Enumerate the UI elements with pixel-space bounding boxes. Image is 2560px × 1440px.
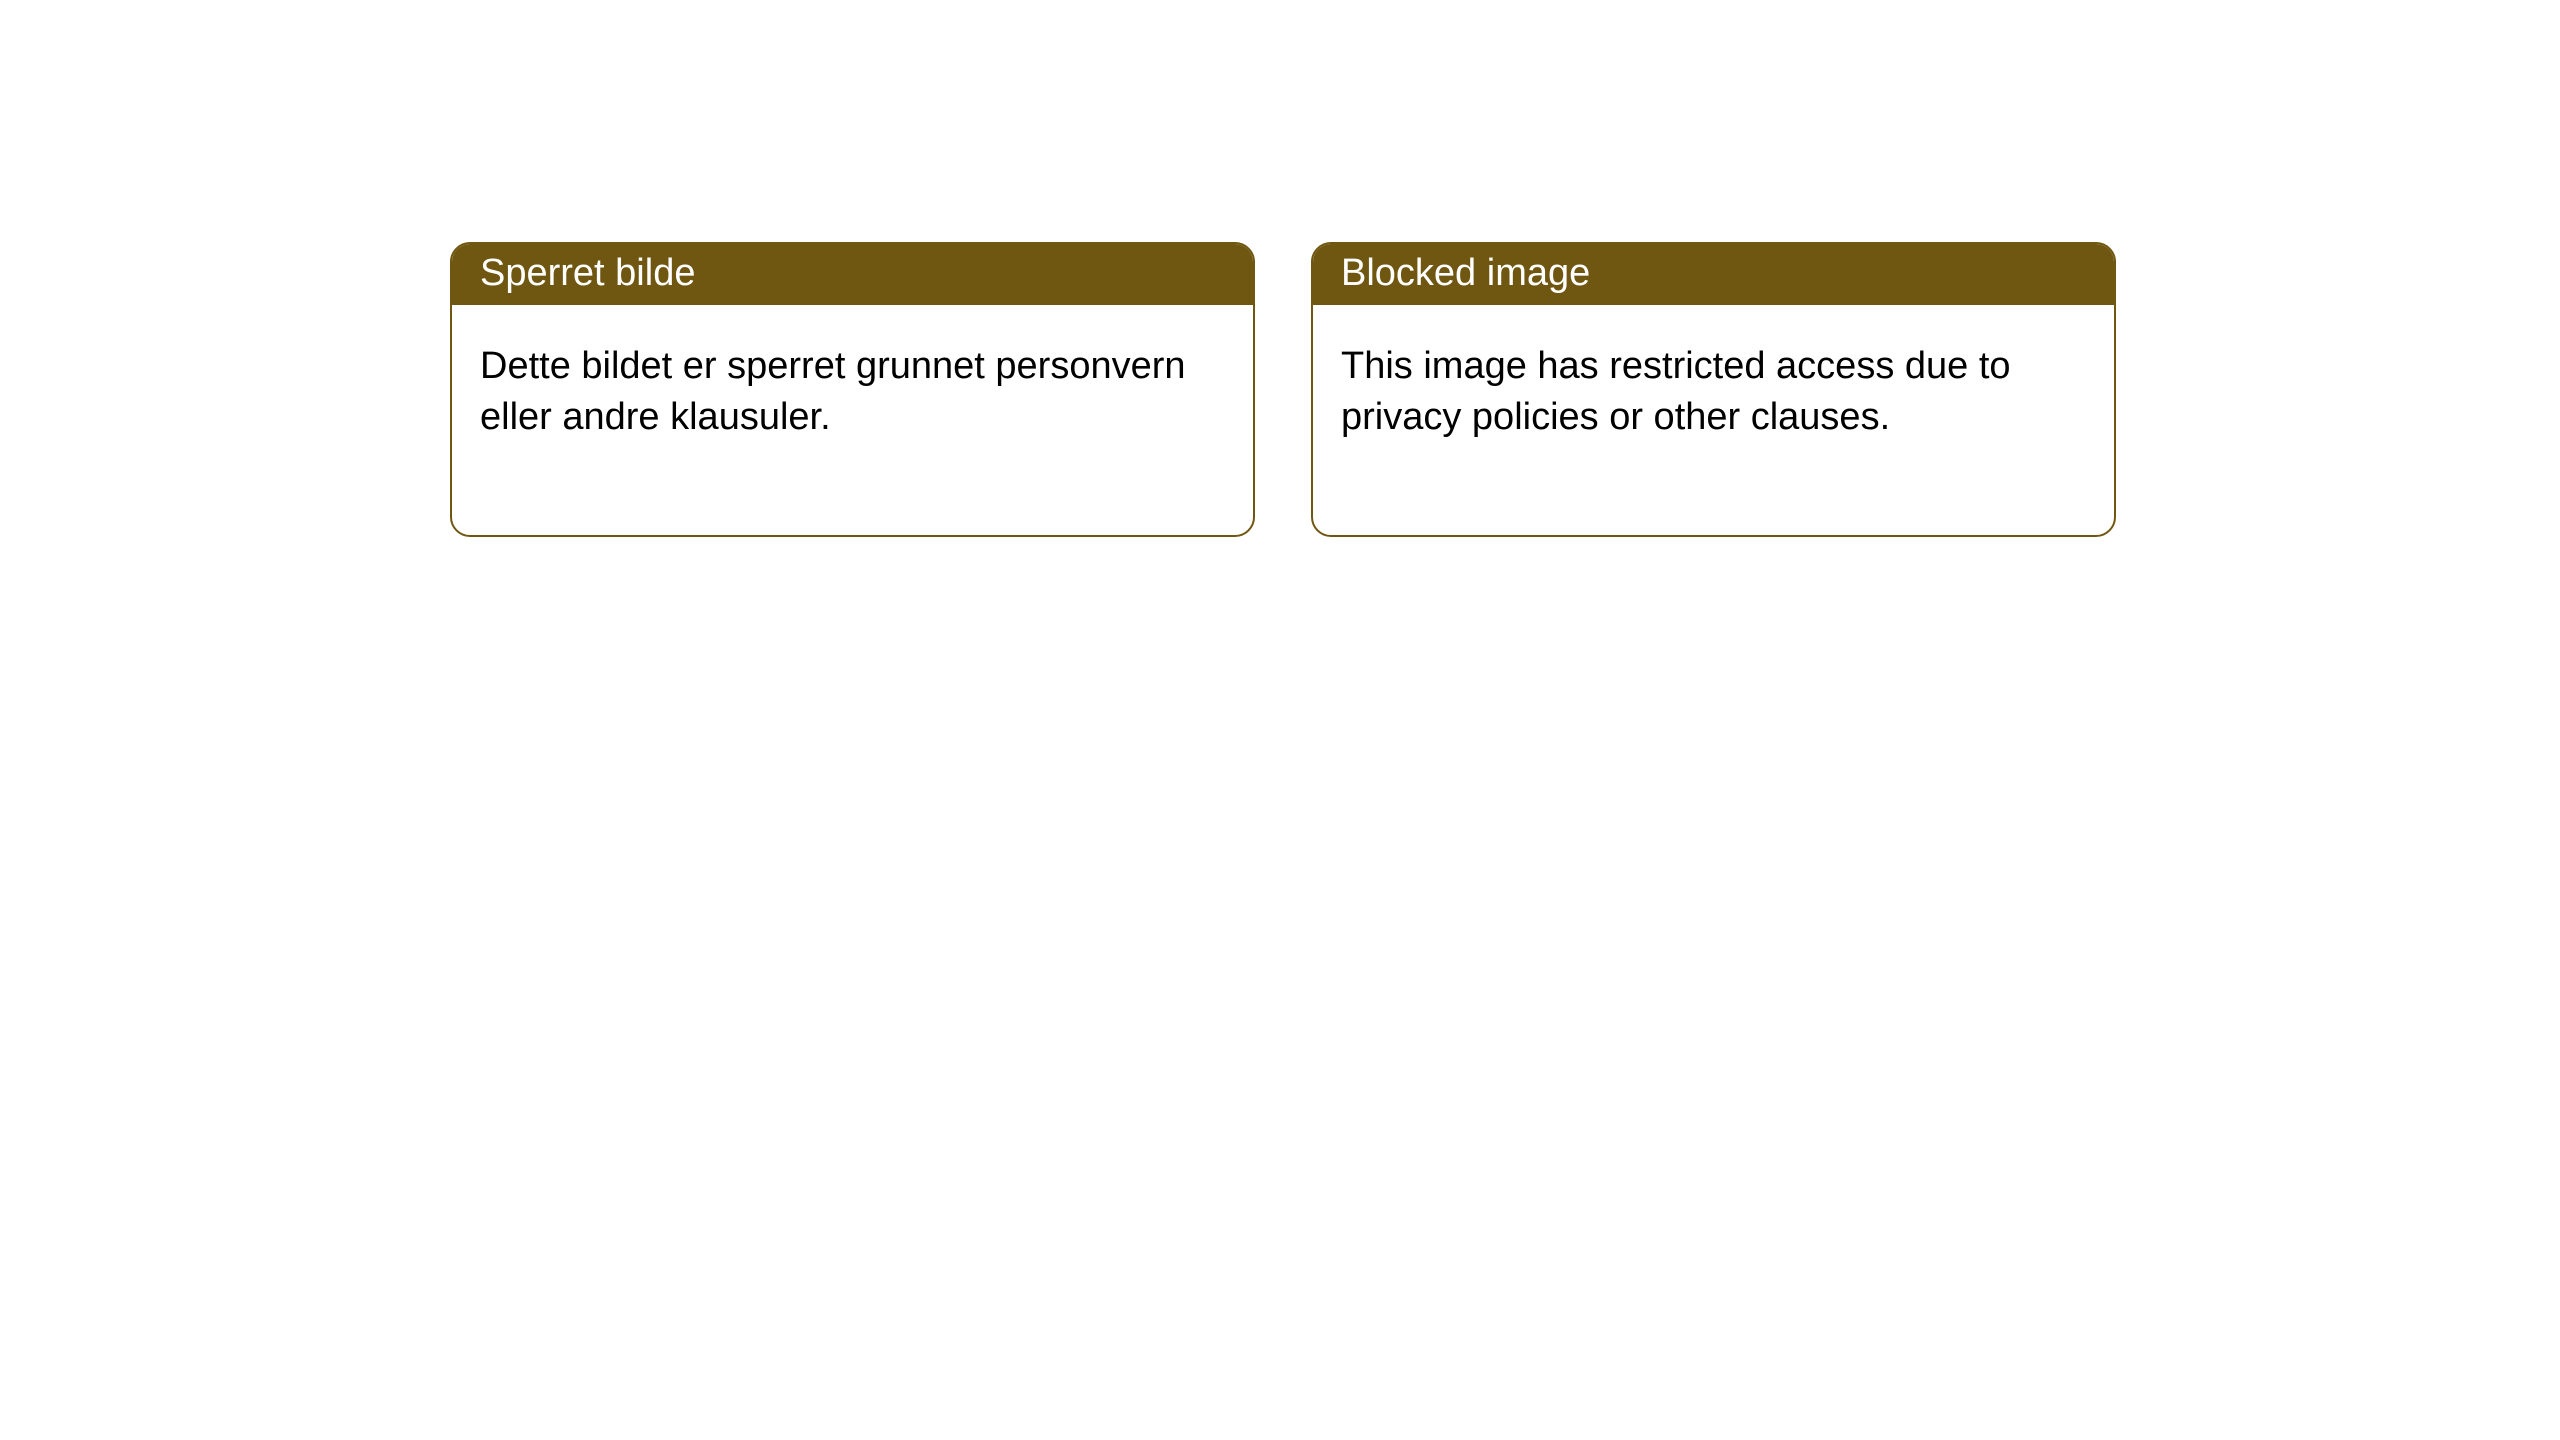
notice-header-en: Blocked image — [1313, 244, 2114, 305]
notice-body-no: Dette bildet er sperret grunnet personve… — [452, 305, 1253, 535]
notice-header-no: Sperret bilde — [452, 244, 1253, 305]
notice-container: Sperret bilde Dette bildet er sperret gr… — [0, 0, 2560, 537]
notice-card-en: Blocked image This image has restricted … — [1311, 242, 2116, 537]
notice-card-no: Sperret bilde Dette bildet er sperret gr… — [450, 242, 1255, 537]
notice-body-en: This image has restricted access due to … — [1313, 305, 2114, 535]
